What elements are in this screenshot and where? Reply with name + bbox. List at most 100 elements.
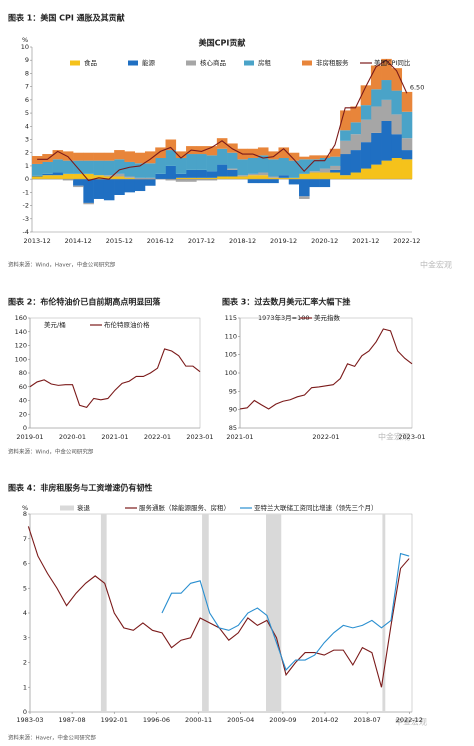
stacked-bar xyxy=(216,148,228,165)
stacked-bar xyxy=(360,142,372,169)
legend-swatch xyxy=(60,505,74,511)
stacked-bar xyxy=(196,169,207,178)
stacked-bar xyxy=(288,152,300,161)
stacked-bar xyxy=(42,161,53,174)
stacked-bar xyxy=(391,90,403,115)
y-axis-label: % xyxy=(22,36,28,44)
y-tick-label: 7 xyxy=(23,535,27,543)
stacked-bar xyxy=(299,179,310,197)
stacked-bar xyxy=(73,179,84,186)
stacked-bar xyxy=(73,185,84,188)
legend-label: 服务通胀（除能源服务、房租） xyxy=(139,503,230,512)
source-note: 资料来源：Wind，中金公司研究部 xyxy=(8,448,94,456)
y-tick-label: 2 xyxy=(23,659,27,667)
stacked-bar xyxy=(144,151,156,164)
y-tick-label: 4 xyxy=(25,122,29,130)
y-tick-label: -3 xyxy=(23,215,29,223)
y-tick-label: 140 xyxy=(15,328,27,336)
stacked-bar xyxy=(42,154,53,162)
stacked-bar xyxy=(360,85,372,106)
stacked-bar xyxy=(62,151,74,161)
stacked-bar xyxy=(175,173,187,178)
stacked-bar xyxy=(309,179,320,188)
stacked-bar xyxy=(124,151,136,162)
stacked-bar xyxy=(381,99,392,121)
x-tick-label: 2019-01 xyxy=(16,433,43,441)
stacked-bar xyxy=(237,176,248,180)
legend-label: 非房租服务 xyxy=(316,58,349,67)
y-tick-label: 20 xyxy=(19,410,27,418)
y-tick-label: 105 xyxy=(225,351,237,359)
stacked-bar xyxy=(114,159,125,174)
legend-label: 美元指数 xyxy=(314,313,341,322)
stacked-bar xyxy=(206,171,218,178)
stacked-bar xyxy=(319,168,331,173)
stacked-bar xyxy=(124,161,136,177)
series-line xyxy=(27,526,410,688)
stacked-bar xyxy=(52,159,64,173)
stacked-bar xyxy=(340,130,351,141)
x-tick-label: 2000-11 xyxy=(185,716,212,724)
y-tick-label: 6 xyxy=(25,96,29,104)
stacked-bar xyxy=(52,150,64,160)
y-tick-label: 8 xyxy=(25,69,29,77)
watermark: 中金宏观 xyxy=(378,432,410,442)
stacked-bar xyxy=(288,177,300,180)
stacked-bar xyxy=(196,179,207,181)
chart-title: 图表 2：布伦特油价已自前期高点明显回落 xyxy=(8,297,161,307)
stacked-bar xyxy=(93,179,105,199)
stacked-bar xyxy=(134,177,146,180)
stacked-bar xyxy=(114,179,125,195)
legend-swatch xyxy=(244,60,254,66)
stacked-bar xyxy=(196,154,207,170)
legend-label: 衰退 xyxy=(77,503,91,512)
stacked-bar xyxy=(227,143,238,153)
stacked-bar xyxy=(401,150,413,160)
stacked-bar xyxy=(134,152,146,164)
stacked-bar xyxy=(83,179,94,203)
stacked-bar xyxy=(155,147,166,158)
stacked-bar xyxy=(144,179,156,186)
x-tick-label: 2018-07 xyxy=(354,716,381,724)
y-tick-label: 100 xyxy=(15,355,27,363)
x-tick-label: 2005-04 xyxy=(227,716,254,724)
stacked-bar xyxy=(278,175,290,178)
stacked-bar xyxy=(257,175,269,180)
stacked-bar xyxy=(247,175,259,180)
stacked-bar xyxy=(350,106,361,123)
stacked-bar xyxy=(350,172,361,180)
x-tick-label: 2020-01 xyxy=(59,433,86,441)
stacked-bar xyxy=(62,173,74,180)
stacked-bar xyxy=(329,169,341,173)
stacked-bar xyxy=(340,110,351,131)
stacked-bar xyxy=(175,158,187,174)
stacked-bar xyxy=(134,163,146,178)
legend-label: 房租 xyxy=(258,58,272,67)
stacked-bar xyxy=(165,179,177,181)
stacked-bar xyxy=(268,179,279,184)
series-line xyxy=(37,59,408,182)
y-axis-label: % xyxy=(22,504,28,512)
stacked-bar xyxy=(206,179,218,181)
stacked-bar xyxy=(103,176,115,180)
stacked-bar xyxy=(319,155,331,158)
stacked-bar xyxy=(309,171,320,173)
stacked-bar xyxy=(175,151,187,158)
recession-band xyxy=(100,514,107,712)
y-tick-label: 0 xyxy=(25,175,29,183)
x-tick-label: 2016-12 xyxy=(147,237,174,245)
stacked-bar xyxy=(340,175,351,180)
stacked-bar xyxy=(401,91,413,112)
x-tick-label: 2013-12 xyxy=(24,237,51,245)
stacked-bar xyxy=(165,139,177,151)
source-note: 资料来源：Haver，中金公司研究部 xyxy=(8,734,96,742)
y-tick-label: 40 xyxy=(19,397,27,405)
stacked-bar xyxy=(309,172,320,180)
stacked-bar xyxy=(83,160,94,174)
annotation: 6.50 xyxy=(410,83,424,91)
stacked-bar xyxy=(227,168,238,170)
stacked-bar xyxy=(319,172,331,180)
legend-label: 核心商品 xyxy=(200,58,226,67)
stacked-bar xyxy=(114,173,125,177)
y-tick-label: 3 xyxy=(23,634,27,642)
